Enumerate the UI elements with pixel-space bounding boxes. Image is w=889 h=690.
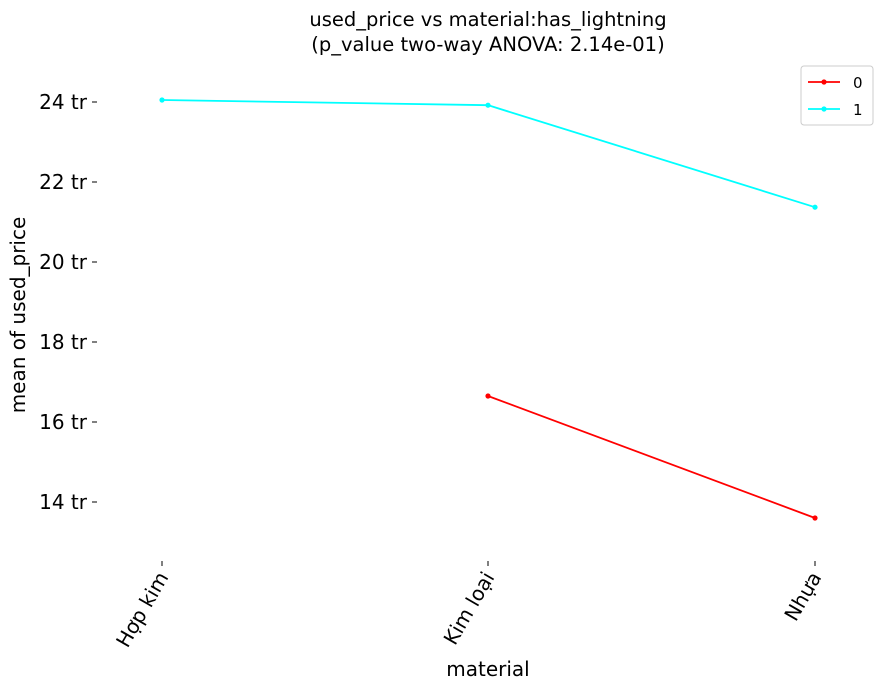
series-0-line <box>487 395 816 519</box>
legend-marker-1 <box>821 106 827 112</box>
legend: 01 <box>800 65 874 126</box>
series-layer <box>159 97 818 521</box>
x-tick-label: Nhựa <box>779 568 826 626</box>
y-axis-label: mean of used_price <box>6 217 30 414</box>
y-tick-label: 22 tr <box>39 170 88 194</box>
chart-title-line-1: used_price vs material:has_lightning <box>309 8 666 31</box>
series-1-point <box>159 97 165 103</box>
legend-label-0: 0 <box>853 74 863 92</box>
x-axis-label: material <box>446 657 529 681</box>
series-0-point <box>812 515 818 521</box>
series-1-point <box>485 102 491 108</box>
chart-title-line-2: (p_value two-way ANOVA: 2.14e-01) <box>311 33 664 56</box>
y-axis: 14 tr 16 tr 18 tr 20 tr 22 tr 24 tr <box>39 90 97 514</box>
x-tick-label: Hợp kim <box>111 568 173 652</box>
legend-frame <box>800 65 874 126</box>
series-1-line <box>161 99 816 209</box>
y-tick-label: 18 tr <box>39 330 88 354</box>
y-tick-label: 14 tr <box>39 490 88 514</box>
legend-marker-0 <box>821 79 827 85</box>
x-axis: Hợp kim Kim loại Nhựa <box>111 561 826 651</box>
series-1-point <box>812 204 818 210</box>
y-tick-label: 20 tr <box>39 250 88 274</box>
legend-label-1: 1 <box>853 101 863 119</box>
y-tick-label: 24 tr <box>39 90 88 114</box>
x-tick-label: Kim loại <box>438 568 499 649</box>
y-tick-label: 16 tr <box>39 410 88 434</box>
series-0-point <box>485 393 491 399</box>
